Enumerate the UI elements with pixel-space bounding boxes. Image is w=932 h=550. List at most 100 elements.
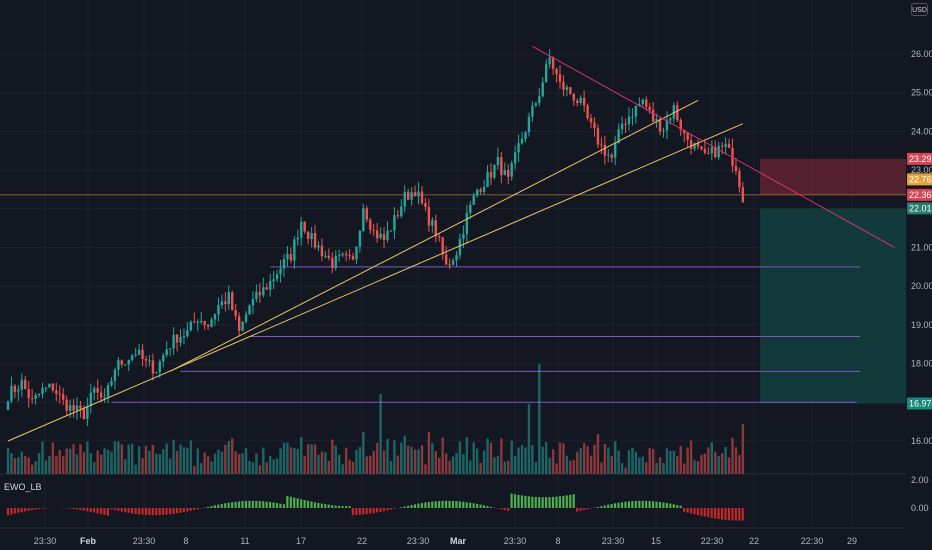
ewo-bar: [244, 500, 248, 508]
volume-bar: [296, 448, 299, 474]
ewo-bar: [407, 505, 410, 508]
volume-bar: [89, 453, 92, 474]
volume-bar: [400, 442, 403, 474]
candle-body: [658, 118, 662, 132]
ewo-bar: [279, 503, 282, 508]
volume-bar: [331, 439, 334, 474]
candle-body: [175, 334, 179, 343]
candle-body: [75, 405, 79, 411]
candle-body: [576, 100, 579, 103]
price-tick-label: 24.00: [911, 126, 932, 136]
ewo-bar: [120, 508, 123, 512]
volume-bar: [158, 453, 161, 474]
price-axis[interactable]: 26.0025.0024.0023.0022.0021.0020.0019.00…: [906, 0, 932, 528]
ewo-bar: [555, 496, 558, 508]
ewo-bar: [676, 504, 679, 508]
ewo-bar: [579, 508, 582, 511]
candle-body: [427, 206, 431, 226]
ewo-bar: [24, 508, 27, 512]
candle-body: [351, 256, 355, 260]
ewo-bar: [627, 501, 630, 508]
ewo-bar: [634, 500, 637, 508]
ewo-bar: [341, 506, 344, 508]
ewo-bar: [351, 508, 354, 516]
volume-bar: [255, 453, 258, 474]
ewo-bar: [417, 503, 420, 508]
candle-body: [348, 255, 351, 257]
candle-body: [113, 369, 117, 381]
price-label-entry: 22.36: [909, 190, 932, 200]
ewo-bar: [348, 506, 351, 508]
time-tick-label: 29: [847, 536, 857, 546]
candle-body: [686, 133, 689, 141]
price-axis-bg: [906, 0, 932, 528]
ewo-bar: [589, 508, 593, 509]
candle-body: [224, 301, 227, 305]
ewo-bar: [196, 508, 199, 510]
indicator-label[interactable]: EWO_LB: [4, 482, 42, 492]
candle-body: [696, 143, 700, 147]
ewo-bar: [148, 508, 151, 516]
candle-body: [324, 255, 327, 257]
candle-body: [241, 321, 244, 331]
candle-body: [603, 144, 607, 156]
position-tool[interactable]: [0, 158, 912, 404]
ewo-bar: [37, 508, 41, 510]
candle-body: [627, 116, 631, 125]
candle-body: [641, 99, 644, 105]
price-label-target: 16.97: [909, 398, 932, 408]
candle-body: [565, 87, 569, 90]
ewo-bar: [30, 508, 34, 511]
candle-body: [172, 334, 175, 349]
time-axis[interactable]: 23:30 Feb 23:30 8 11 17 22 23:30 Mar 23:30 8 23:30 1…: [34, 536, 857, 546]
currency-badge[interactable]: USD: [911, 3, 928, 16]
volume-bar: [486, 438, 489, 474]
candle-body: [434, 220, 437, 237]
ewo-bar: [724, 508, 727, 520]
price-tick-label: 19.00: [911, 320, 932, 330]
candle-body: [469, 204, 472, 213]
candle-body: [700, 146, 703, 149]
ewo-bar: [320, 503, 323, 508]
ewo-bar: [303, 499, 306, 508]
volume-bar: [127, 444, 130, 474]
trendlines[interactable]: [7, 45, 895, 442]
candle-body: [72, 404, 75, 411]
volume-bar: [165, 443, 168, 474]
volume-bar: [665, 448, 669, 474]
candle-body: [513, 152, 517, 164]
candle-body: [689, 140, 693, 149]
volume-bar: [362, 432, 365, 474]
candle-body: [662, 130, 665, 132]
time-tick-label: 15: [651, 536, 661, 546]
candle-body: [127, 359, 130, 365]
ewo-bar: [96, 508, 99, 514]
candle-body: [379, 233, 382, 239]
candle-body: [693, 143, 696, 149]
ewo-bar: [193, 508, 196, 511]
ewo-bar: [534, 496, 537, 508]
candle-body: [79, 405, 82, 409]
volume-bar: [175, 451, 179, 474]
ewo-bar: [131, 508, 134, 514]
volume-bar: [179, 444, 182, 474]
candle-body: [220, 301, 224, 306]
ewo-bar: [362, 508, 365, 515]
candle-body: [451, 260, 455, 265]
volume-bar: [476, 448, 479, 474]
ewo-bar: [551, 496, 555, 508]
price-label-bg: [907, 202, 932, 215]
candle-body: [593, 122, 596, 129]
ewo-bar: [10, 508, 13, 515]
volume-bar: [103, 448, 106, 474]
candle-body: [489, 172, 493, 178]
volume-bar: [427, 432, 431, 474]
ewo-bar: [262, 501, 265, 508]
volume-bar: [524, 447, 527, 474]
candle-body: [589, 117, 593, 123]
ewo-bar: [248, 500, 251, 508]
volume-bar: [55, 455, 58, 474]
candle-body: [231, 292, 234, 310]
ewo-bar: [113, 508, 116, 511]
